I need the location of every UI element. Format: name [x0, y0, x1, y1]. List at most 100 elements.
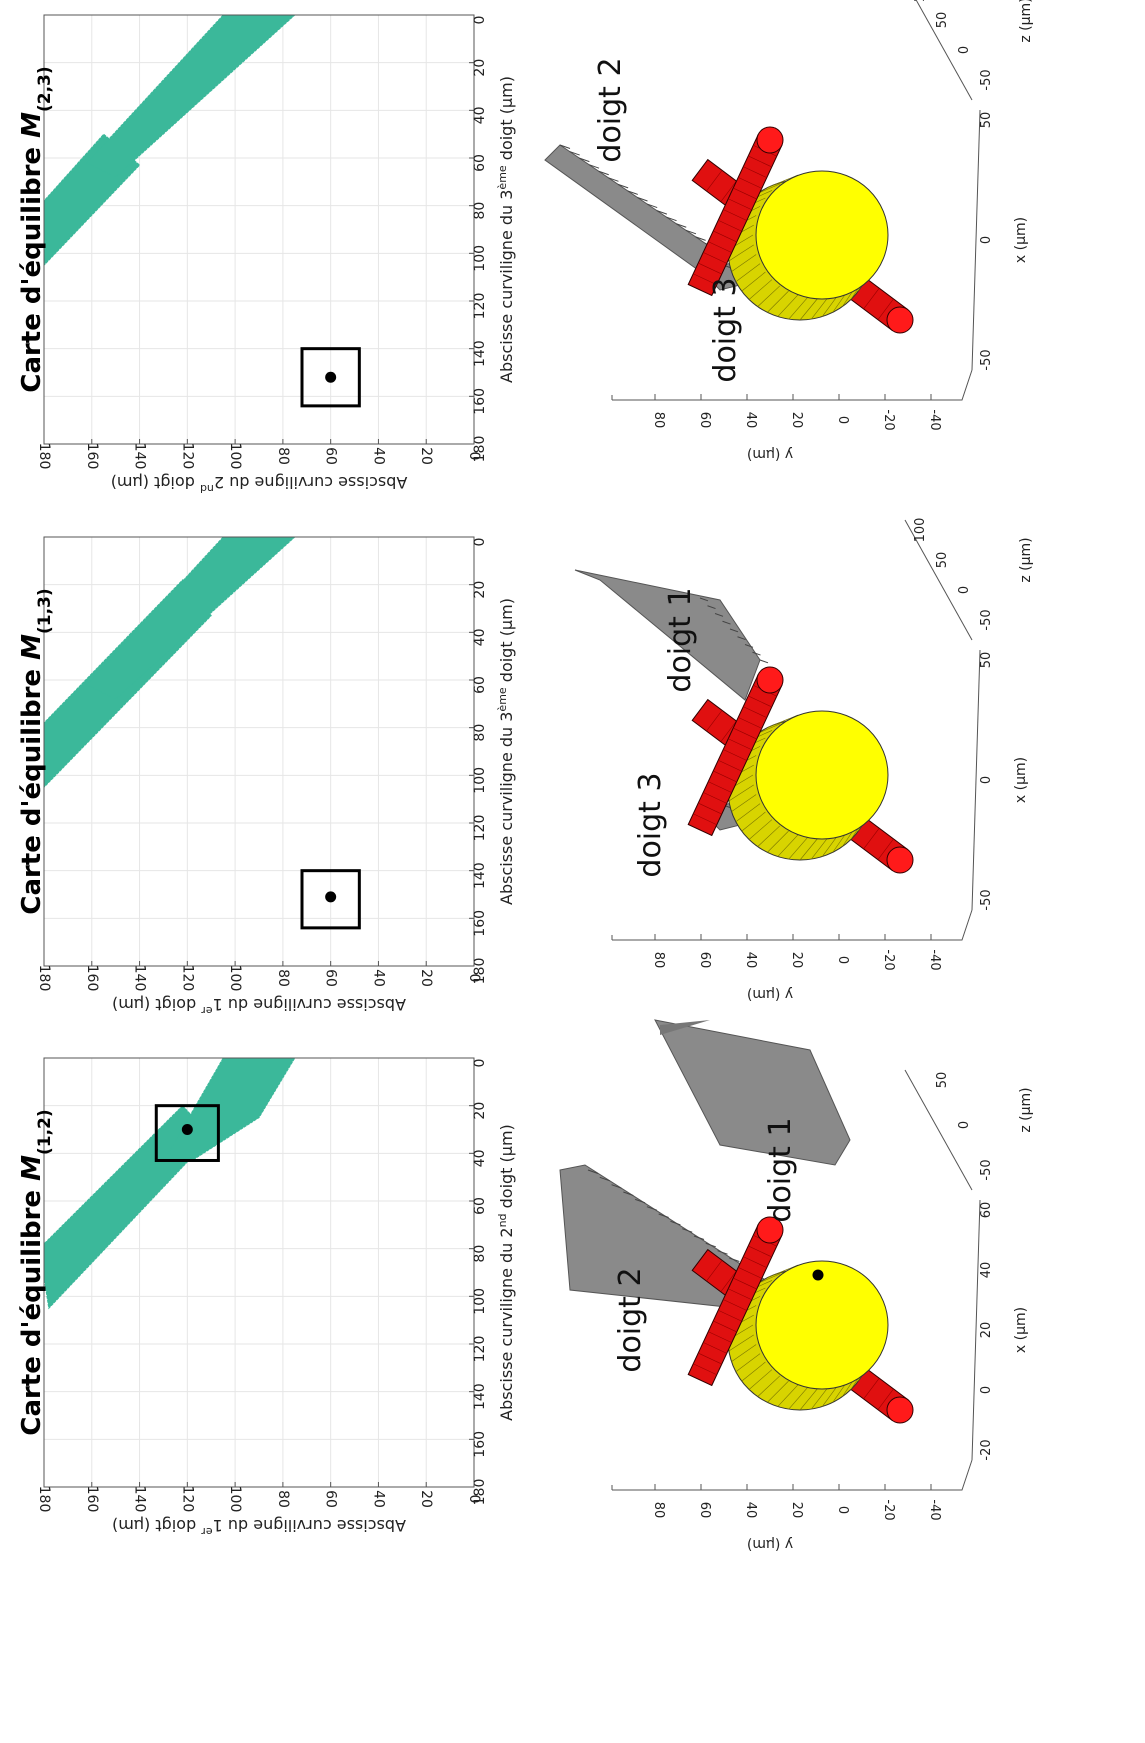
y-tick-label: 40 [370, 1490, 386, 1508]
object-cylinder-hatch [757, 825, 780, 847]
map-panel-3: 0204060801001201401601800204060801001201… [17, 14, 517, 496]
finger-edge-hatch [646, 1206, 658, 1211]
finger-edge-hatch [637, 197, 648, 202]
scene-y-label: y (µm) [747, 1536, 793, 1552]
rod-facet-line [713, 230, 737, 243]
x-tick-label: 140 [472, 340, 488, 367]
x-tick-label: 40 [472, 106, 488, 124]
object-cylinder-hatch [788, 297, 809, 320]
scene-y-tick-label: -20 [881, 949, 896, 970]
scene-x-tick-label: 50 [979, 652, 994, 669]
finger-edge-hatch [627, 190, 638, 195]
scene-y-tick-label: 80 [651, 412, 666, 429]
finger-edge-hatch [699, 597, 709, 602]
rod-facet-line [863, 1377, 880, 1400]
scene-x-tick-label: -20 [979, 1439, 994, 1460]
rod-facet-line [708, 241, 732, 253]
x-tick-label: 180 [472, 958, 488, 985]
scene-y-tick-label: 20 [789, 1502, 804, 1519]
equilibrium-point [325, 371, 337, 383]
x-tick-label: 100 [472, 245, 488, 272]
y-tick-label: 120 [179, 1486, 195, 1513]
rod-facet-line [713, 770, 737, 783]
map-panel-1: 0204060801001201401601800204060801001201… [17, 1057, 516, 1539]
y-tick-label: 120 [179, 443, 195, 470]
y-tick-label: 0 [466, 452, 482, 461]
rod-facet-line [738, 177, 762, 189]
scene-z-tick-label: 50 [935, 1072, 950, 1089]
x-tick-label: 160 [472, 1431, 488, 1458]
x-tick-label: 40 [472, 628, 488, 646]
x-tick-label: 60 [472, 676, 488, 694]
rod-front-cap [756, 1216, 784, 1244]
y-tick-label: 100 [227, 965, 243, 992]
y-axis-label: Abscisse curviligne du 1er doigt (µm) [112, 1517, 406, 1539]
scene-axis-x [971, 109, 981, 371]
finger-edge-hatch [611, 1184, 622, 1189]
rod-facet-line [713, 1320, 737, 1333]
rod-facet-line [703, 1342, 727, 1354]
rod-facet-line [743, 706, 767, 718]
finger-label: doigt 3 [708, 277, 743, 382]
finger-edge-hatch [623, 1191, 634, 1196]
rod-facet-line [720, 720, 737, 743]
map-title: Carte d'équilibre M(1,3) [17, 588, 55, 914]
scene-y-tick-label: -20 [881, 409, 896, 430]
x-tick-label: 0 [472, 538, 488, 547]
scene-x-label: x (µm) [1013, 1307, 1029, 1353]
map-plot-area [44, 537, 474, 966]
y-tick-label: 80 [275, 969, 291, 987]
y-tick-label: 20 [418, 969, 434, 987]
finger-2-body [544, 144, 716, 276]
rod-facet-line [733, 1277, 757, 1290]
finger-edge-hatch [666, 216, 677, 222]
finger-edge-hatch [717, 1250, 728, 1255]
scene-x-tick-label: 0 [979, 1386, 994, 1394]
object-cylinder-hatch [767, 830, 789, 853]
scene-z-tick-label: 50 [935, 552, 950, 569]
scene-y-tick-label: 60 [697, 412, 712, 429]
object-cylinder-hatch [757, 285, 780, 307]
rod-facet-line [738, 1267, 762, 1279]
rod-facet-line [718, 1309, 742, 1322]
scene-y-tick-label: -40 [927, 949, 942, 970]
map-plot-area [44, 1058, 474, 1487]
rod-facet-line [738, 717, 762, 729]
x-tick-label: 80 [472, 724, 488, 742]
y-tick-label: 160 [84, 965, 100, 992]
y-tick-label: 180 [36, 1486, 52, 1513]
rod-facet-line [703, 252, 727, 264]
rod-facet-line [693, 273, 717, 286]
object-cylinder-hatch [811, 297, 829, 320]
x-tick-label: 20 [472, 59, 488, 77]
finger-label: doigt 1 [663, 587, 698, 692]
rod-facet-line [718, 219, 742, 232]
scene-z-tick-label: -50 [979, 1159, 994, 1180]
rod-facet-line [748, 155, 772, 168]
x-axis-label: Abscisse curviligne du 3ème doigt (µm) [496, 598, 517, 905]
y-tick-label: 40 [370, 447, 386, 465]
y-tick-label: 160 [84, 443, 100, 470]
finger-edge-hatch [608, 177, 619, 182]
object-cylinder-hatch [822, 294, 839, 317]
finger-edge-hatch [656, 210, 668, 215]
finger-edge-hatch [617, 183, 629, 189]
scene-z-tick-label: 50 [935, 12, 950, 29]
scene-x-label: x (µm) [1013, 757, 1029, 803]
equilibrium-point [325, 891, 337, 903]
rod-facet-line [748, 695, 772, 708]
object-cylinder-hatch [767, 1380, 789, 1403]
selection-box [300, 869, 361, 930]
x-tick-label: 180 [472, 436, 488, 463]
scene-z-tick-label: 100 [913, 0, 928, 2]
scene-y-tick-label: 0 [835, 416, 850, 424]
rod-facet-line [703, 792, 727, 804]
x-axis-label: Abscisse curviligne du 3ème doigt (µm) [496, 76, 517, 383]
object-cylinder-hatch [777, 294, 799, 317]
finger-label: doigt 2 [613, 1267, 648, 1372]
finger-edge-hatch [647, 203, 658, 209]
map-axes-frame [43, 14, 475, 445]
scene-axis-z [904, 519, 973, 641]
scene-y-tick-label: 20 [789, 412, 804, 429]
object-cylinder-hatch [799, 297, 819, 321]
